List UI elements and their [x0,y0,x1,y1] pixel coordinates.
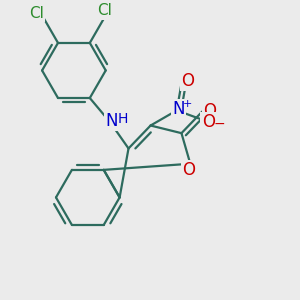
Text: Cl: Cl [29,6,44,21]
Text: O: O [203,102,216,120]
Text: O: O [182,71,194,89]
Text: +: + [183,99,192,109]
Text: N: N [172,100,185,118]
Text: Cl: Cl [97,3,112,18]
Text: N: N [106,112,118,130]
Text: −: − [213,116,225,130]
Text: H: H [118,112,128,126]
Text: O: O [182,161,195,179]
Text: O: O [202,113,215,131]
